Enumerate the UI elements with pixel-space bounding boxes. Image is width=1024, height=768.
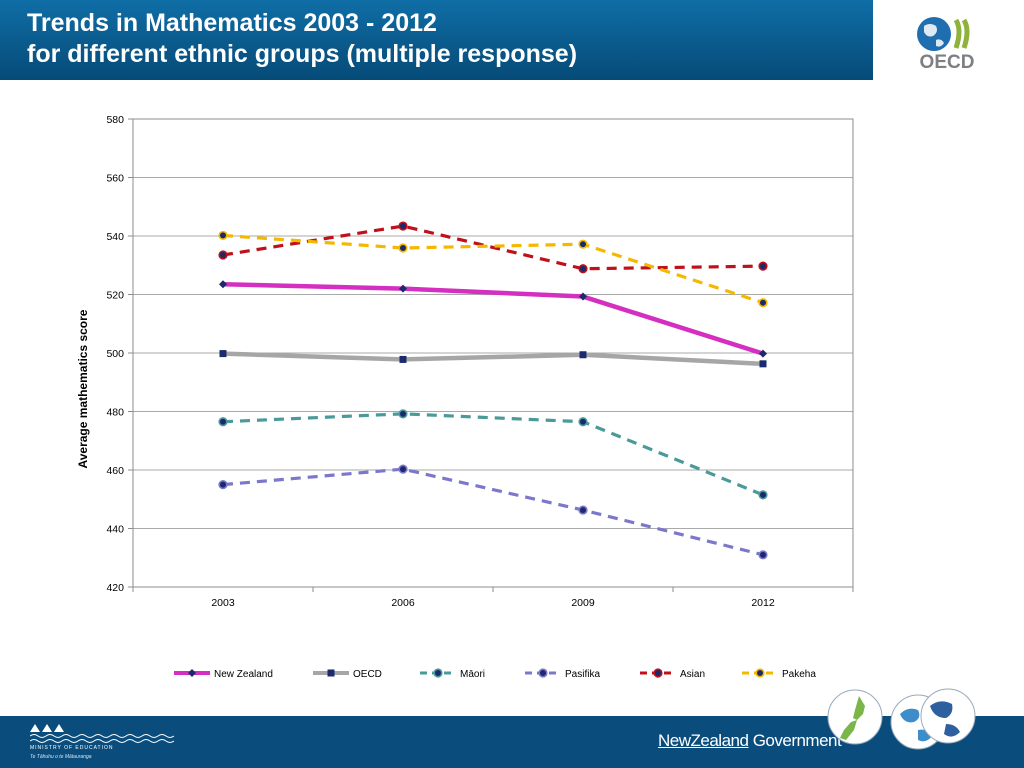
new-zealand-marker (399, 284, 407, 293)
oecd-marker (759, 360, 767, 368)
globe-icon (920, 688, 976, 744)
title-line-2: for different ethnic groups (multiple re… (27, 40, 578, 68)
x-tick-label: 2006 (391, 597, 415, 609)
globe-icon (917, 17, 970, 51)
series-pakeha (218, 230, 768, 308)
oecd-logo: OECD (912, 14, 982, 76)
new-zealand-marker (219, 280, 227, 289)
asian-marker (398, 221, 408, 231)
series-m-ori (218, 409, 768, 500)
asian-marker (578, 264, 588, 274)
legend-label: OECD (353, 669, 382, 680)
pakeha-marker (578, 239, 588, 249)
y-tick-label: 460 (106, 465, 124, 477)
pasifika-marker (758, 550, 768, 560)
nz-map-icon (827, 689, 883, 745)
legend-oecd-marker (327, 669, 335, 677)
y-tick-label: 480 (106, 407, 124, 419)
legend-item-pasifika: Pasifika (525, 668, 600, 680)
pasifika-marker (578, 505, 588, 515)
legend-item-asian: Asian (640, 668, 705, 680)
asian-marker (218, 250, 228, 260)
m-ori-marker (758, 490, 768, 500)
series-oecd (219, 350, 767, 368)
pakeha-marker (218, 230, 228, 241)
legend-new-zealand-marker (188, 669, 196, 677)
x-tick-label: 2009 (571, 597, 595, 609)
legend-label: Pakeha (782, 669, 816, 680)
legend-label: New Zealand (214, 669, 273, 680)
y-tick-label: 520 (106, 290, 124, 302)
pasifika-series-line (222, 467, 764, 557)
oecd-series-line (222, 351, 764, 367)
oecd-logo-text: OECD (919, 52, 975, 73)
pakeha-series-line (222, 233, 764, 305)
legend-pasifika-marker (538, 668, 548, 678)
legend-label: Pasifika (565, 669, 600, 680)
m-ori-marker (218, 417, 228, 427)
legend-item-pakeha: Pakeha (742, 668, 816, 680)
x-tick-label: 2003 (211, 597, 235, 609)
m-ori-marker (398, 409, 408, 419)
legend-label: Asian (680, 669, 705, 680)
legend-asian-marker (653, 668, 663, 678)
y-tick-label: 540 (106, 231, 124, 243)
oecd-marker (219, 350, 227, 358)
ministry-name: MINISTRY OF EDUCATION (30, 745, 114, 751)
y-axis-label: Average mathematics score (76, 309, 90, 468)
x-tick-label: 2012 (751, 597, 775, 609)
oecd-marker (579, 351, 587, 359)
y-tick-label: 440 (106, 524, 124, 536)
line-chart: 420 440 460 480 500 520 540 560 580 2003 2006 2009… (76, 114, 854, 680)
asian-marker (758, 261, 768, 271)
legend-item-m-ori: Māori (420, 668, 485, 680)
legend-label: Māori (460, 669, 485, 680)
title-line-1: Trends in Mathematics 2003 - 2012 (27, 9, 437, 37)
y-tick-label: 500 (106, 348, 124, 360)
ministry-subtitle: Te Tāhuhu o te Mātauranga (30, 754, 92, 760)
pakeha-marker (398, 243, 408, 253)
page-title: Trends in Mathematics 2003 - 2012 for di… (27, 8, 577, 70)
y-tick-label: 560 (106, 173, 124, 185)
pasifika-marker (218, 480, 228, 490)
legend-pakeha-marker (755, 668, 765, 678)
legend-item-oecd: OECD (313, 669, 382, 680)
nz-government-wordmark: NewZealand Government (658, 731, 842, 750)
pasifika-marker (398, 464, 408, 474)
y-tick-label: 580 (106, 114, 124, 126)
pakeha-marker (758, 298, 768, 308)
title-banner: Trends in Mathematics 2003 - 2012 for di… (0, 0, 873, 80)
oecd-marker (399, 355, 407, 363)
ministry-logo-icon (30, 724, 175, 743)
series-pasifika (218, 464, 768, 560)
legend-item-new-zealand: New Zealand (174, 669, 273, 680)
m-ori-series-line (222, 412, 764, 497)
new-zealand-marker (759, 349, 767, 358)
legend-m-ori-marker (433, 668, 443, 678)
new-zealand-series-line (222, 282, 764, 356)
badge-group (827, 688, 976, 750)
m-ori-marker (578, 417, 588, 427)
new-zealand-marker (579, 292, 587, 301)
series-new-zealand (219, 280, 767, 358)
y-tick-label: 420 (106, 582, 124, 594)
